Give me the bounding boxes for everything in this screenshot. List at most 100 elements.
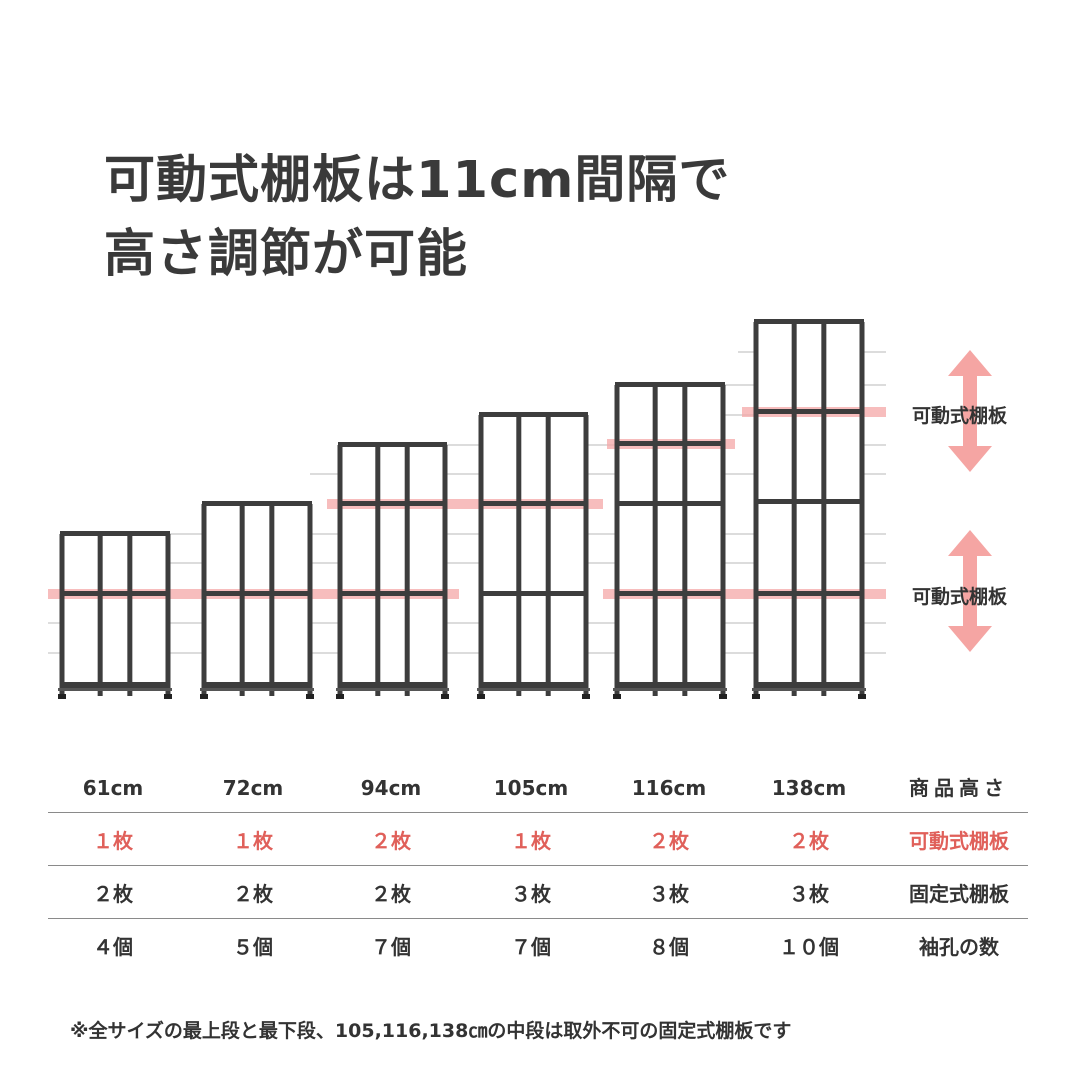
double-arrow-icon — [948, 350, 992, 472]
headline-line-1: 可動式棚板は11cm間隔で — [104, 151, 731, 210]
height-row-label: 商品高さ — [909, 776, 1009, 800]
shelf-unit — [613, 382, 727, 699]
movable-row-label: 可動式棚板 — [909, 829, 1009, 853]
fixed-shelf-row: ２枚 ２枚 ２枚 ３枚 ３枚 ３枚 固定式棚板 — [48, 866, 1028, 919]
bottom-rail — [752, 688, 866, 691]
shelf-foot — [58, 694, 66, 699]
shelf-foot — [582, 694, 590, 699]
footnote: ※全サイズの最上段と最下段、105,116,138㎝の中段は取外不可の固定式棚板… — [70, 1020, 792, 1042]
fixed-shelf — [481, 591, 586, 596]
adjust-arrows — [948, 350, 992, 652]
shelf-post — [652, 385, 658, 696]
shelf-post — [201, 504, 207, 696]
hole-count-row: ４個 ５個 ７個 ７個 ８個 １０個 袖孔の数 — [48, 919, 1028, 971]
top-shelf — [615, 382, 725, 387]
shelf-foot — [719, 694, 727, 699]
top-shelf — [60, 531, 170, 536]
fixed-row-label: 固定式棚板 — [909, 882, 1009, 906]
movable-count-cell: ２枚 — [649, 829, 689, 853]
shelf-post — [442, 445, 448, 696]
fixed-count-cell: ２枚 — [93, 882, 133, 906]
movable-count-cell: １枚 — [511, 829, 551, 853]
hole-count-cell: １０個 — [779, 935, 839, 959]
fixed-count-cell: ３枚 — [789, 882, 829, 906]
shelf-unit — [336, 442, 449, 699]
top-shelf — [754, 319, 864, 324]
shelf-size-illustration — [48, 319, 992, 699]
shelf-post — [337, 445, 343, 696]
movable-shelf — [481, 501, 586, 506]
height-cell: 138cm — [771, 776, 847, 800]
bottom-shelf — [615, 682, 725, 688]
fixed-count-cell: ２枚 — [233, 882, 273, 906]
shelf-foot — [306, 694, 314, 699]
bottom-rail — [336, 688, 449, 691]
movable-shelf — [617, 591, 723, 596]
shelf-post — [59, 534, 65, 696]
shelf-post — [614, 385, 620, 696]
shelf-post — [583, 415, 589, 696]
shelf-post — [165, 534, 171, 696]
height-cell: 72cm — [222, 776, 284, 800]
height-cell: 105cm — [493, 776, 569, 800]
movable-count-cell: １枚 — [233, 829, 273, 853]
height-cell: 61cm — [82, 776, 144, 800]
shelf-foot — [164, 694, 172, 699]
movable-shelf-label-upper: 可動式棚板 — [912, 405, 1008, 427]
movable-shelf — [204, 591, 310, 596]
shelf-post — [859, 322, 865, 696]
movable-count-cell: ２枚 — [789, 829, 829, 853]
shelf-post — [545, 415, 551, 696]
bottom-rail — [200, 688, 314, 691]
shelf-foot — [752, 694, 760, 699]
shelf-unit — [752, 319, 866, 699]
hole-count-cell: ８個 — [649, 935, 689, 959]
bottom-rail — [58, 688, 172, 691]
movable-shelf-row: １枚 １枚 ２枚 １枚 ２枚 ２枚 可動式棚板 — [48, 813, 1028, 866]
movable-shelf — [617, 441, 723, 446]
hole-row-label: 袖孔の数 — [919, 935, 999, 959]
hole-count-cell: ５個 — [233, 935, 273, 959]
top-shelf — [338, 442, 447, 447]
shelf-post — [269, 504, 275, 696]
height-row: 61cm 72cm 94cm 105cm 116cm 138cm 商品高さ — [48, 760, 1028, 813]
shelf-post — [97, 534, 103, 696]
shelf-post — [720, 385, 726, 696]
shelf-foot — [613, 694, 621, 699]
shelf-foot — [200, 694, 208, 699]
fixed-count-cell: ２枚 — [371, 882, 411, 906]
spec-table: 61cm 72cm 94cm 105cm 116cm 138cm 商品高さ １枚… — [48, 760, 1028, 971]
headline-line-2: 高さ調節が可能 — [104, 225, 469, 284]
bottom-shelf — [754, 682, 864, 688]
fixed-shelf — [756, 499, 862, 504]
bottom-shelf — [202, 682, 312, 688]
shelf-post — [821, 322, 827, 696]
bottom-shelf — [479, 682, 588, 688]
shelf-post — [516, 415, 522, 696]
shelf-post — [307, 504, 313, 696]
bottom-rail — [613, 688, 727, 691]
shelf-foot — [858, 694, 866, 699]
hole-count-cell: ７個 — [371, 935, 411, 959]
top-shelf — [479, 412, 588, 417]
shelf-post — [375, 445, 381, 696]
fixed-shelf — [617, 501, 723, 506]
shelf-hole-guide-lines — [48, 351, 886, 654]
shelf-post — [753, 322, 759, 696]
shelf-foot — [477, 694, 485, 699]
top-shelf — [202, 501, 312, 506]
shelf-unit — [200, 501, 314, 699]
double-arrow-icon — [948, 530, 992, 652]
shelf-post — [791, 322, 797, 696]
shelf-post — [404, 445, 410, 696]
fixed-count-cell: ３枚 — [649, 882, 689, 906]
shelf-unit — [58, 531, 172, 699]
hole-count-cell: ４個 — [93, 935, 133, 959]
bottom-shelf — [338, 682, 447, 688]
shelf-foot — [441, 694, 449, 699]
bottom-shelf — [60, 682, 170, 688]
movable-shelf — [756, 591, 862, 596]
hole-count-cell: ７個 — [511, 935, 551, 959]
shelf-unit — [477, 412, 590, 699]
height-cell: 116cm — [631, 776, 707, 800]
